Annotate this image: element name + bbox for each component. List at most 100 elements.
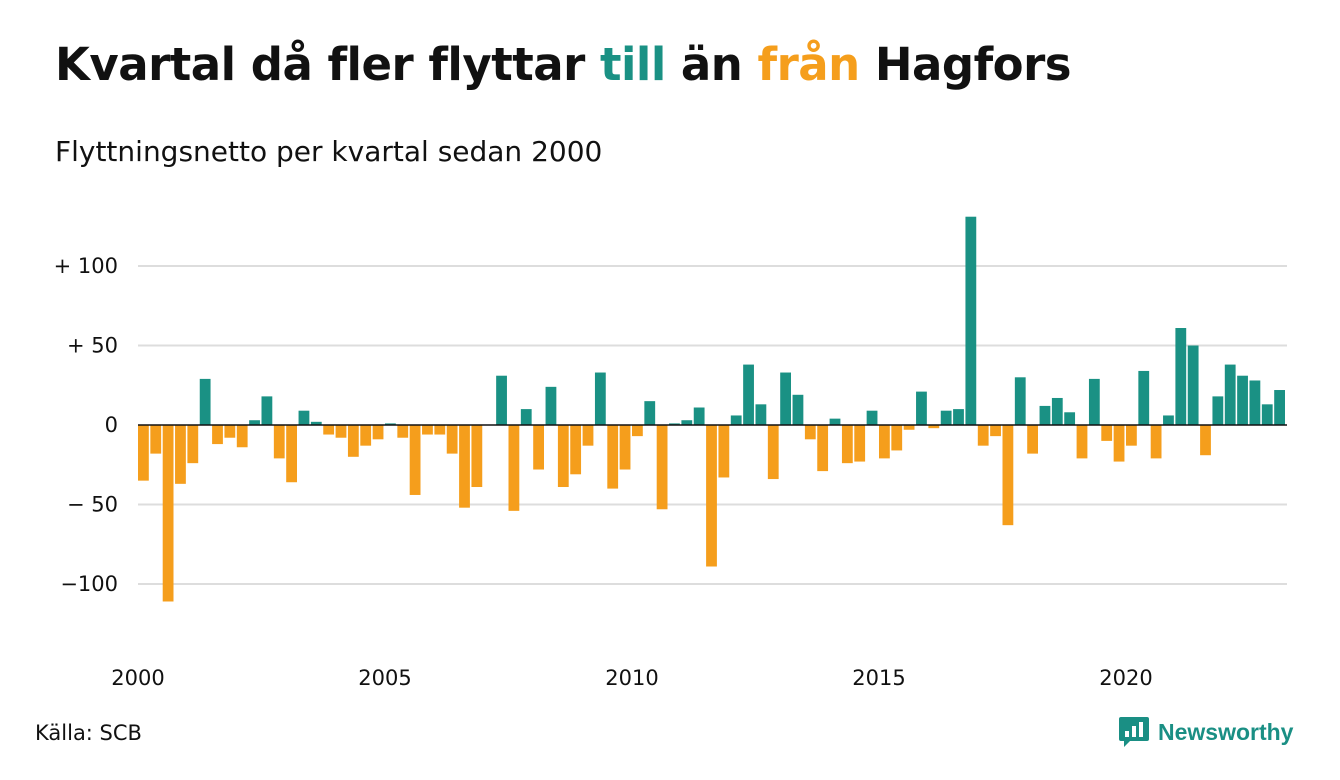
bar — [1051, 397, 1063, 425]
y-tick-label: −100 — [60, 572, 118, 596]
chart-title: Kvartal då fler flyttar till än från Hag… — [55, 38, 1072, 91]
bar — [743, 364, 754, 425]
bar — [582, 425, 594, 446]
bar — [1249, 380, 1261, 425]
bar — [273, 425, 285, 459]
x-axis: 2000 2005 2010 2015 2020 — [111, 666, 1152, 690]
title-part-1: Kvartal då fler flyttar — [55, 38, 600, 91]
bar — [162, 425, 174, 602]
bar — [990, 425, 1001, 437]
bar — [1187, 345, 1199, 425]
x-tick-label: 2010 — [605, 666, 658, 690]
bar — [953, 409, 964, 425]
bar — [138, 425, 149, 481]
bar — [1027, 425, 1038, 454]
bar — [249, 420, 260, 425]
bar — [693, 407, 705, 425]
bar — [965, 216, 977, 425]
bar — [866, 410, 878, 425]
bar — [150, 425, 162, 454]
bar — [841, 425, 853, 464]
bar — [570, 425, 582, 475]
bar — [977, 425, 989, 446]
bar — [1126, 425, 1137, 446]
source-note: Källa: SCB — [35, 721, 142, 745]
bar — [446, 425, 458, 454]
bar — [397, 425, 409, 438]
x-tick-label: 2000 — [111, 666, 164, 690]
bar — [780, 372, 791, 425]
newsworthy-logo-icon — [1119, 717, 1149, 747]
bar — [1002, 425, 1014, 526]
bar — [940, 410, 952, 425]
bar — [928, 425, 940, 429]
bar — [903, 425, 915, 430]
bar — [520, 409, 532, 425]
title-part-2: än — [665, 38, 758, 91]
bars — [138, 216, 1285, 602]
bar — [755, 404, 767, 425]
newsworthy-logo: Newsworthy — [1118, 714, 1293, 750]
bar — [594, 372, 606, 425]
bar — [1200, 425, 1211, 456]
bar — [286, 425, 297, 483]
bar — [854, 425, 866, 462]
newsworthy-logo-text: Newsworthy — [1158, 718, 1294, 745]
bar — [607, 425, 619, 489]
bar — [1076, 425, 1088, 459]
bar — [496, 375, 507, 425]
bar — [471, 425, 483, 488]
bar — [1064, 412, 1076, 425]
bar — [1014, 377, 1026, 425]
bar — [817, 425, 829, 472]
bar — [804, 425, 816, 440]
bar — [175, 425, 186, 484]
bar — [323, 425, 335, 435]
bar — [533, 425, 544, 470]
bar — [730, 415, 742, 425]
y-tick-label: 0 — [105, 413, 118, 437]
title-part-3: Hagfors — [859, 38, 1072, 91]
bar — [508, 425, 520, 511]
bar — [360, 425, 372, 446]
bar — [1101, 425, 1113, 441]
bar — [1163, 415, 1174, 425]
y-tick-label: + 100 — [54, 254, 118, 278]
bar — [1138, 370, 1150, 425]
title-fran: från — [757, 38, 861, 91]
bar — [656, 425, 668, 510]
bar — [347, 425, 359, 457]
bar — [409, 425, 421, 495]
bar — [187, 425, 199, 464]
bar — [1088, 378, 1100, 425]
bar — [310, 421, 322, 425]
bar — [1039, 405, 1051, 425]
bar — [1261, 404, 1273, 425]
bar — [1212, 396, 1224, 425]
bar — [434, 425, 446, 435]
bar — [459, 425, 470, 508]
bar — [879, 425, 890, 459]
bar — [236, 425, 248, 448]
x-tick-label: 2020 — [1099, 666, 1152, 690]
bar — [1150, 425, 1162, 459]
bar — [298, 410, 310, 425]
bar — [619, 425, 631, 470]
bar — [1274, 390, 1285, 425]
bar — [422, 425, 433, 435]
bar — [385, 423, 396, 425]
bar — [718, 425, 730, 478]
bar — [644, 401, 656, 425]
bar — [669, 423, 680, 425]
x-tick-label: 2005 — [358, 666, 411, 690]
y-tick-label: − 50 — [67, 493, 118, 517]
bar — [916, 391, 927, 425]
bar — [372, 425, 384, 440]
bar — [1224, 364, 1236, 425]
bar — [632, 425, 643, 437]
bar — [335, 425, 347, 438]
bar — [792, 394, 804, 425]
bar — [212, 425, 223, 445]
bar — [557, 425, 569, 488]
bar — [681, 420, 693, 425]
